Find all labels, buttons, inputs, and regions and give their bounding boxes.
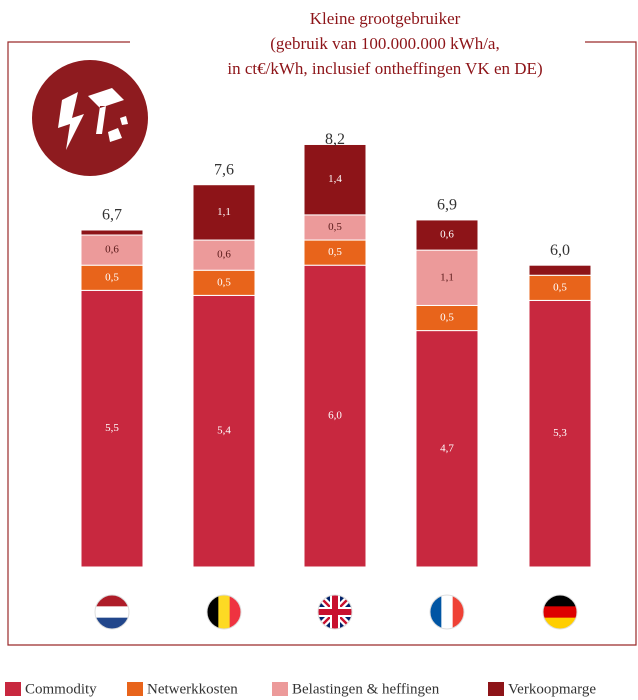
value-label: 1,4 xyxy=(328,173,342,185)
flag-fill xyxy=(543,595,577,629)
flag-border xyxy=(206,594,242,630)
legend-label: Verkoopmarge xyxy=(508,681,596,697)
value-label: 1,1 xyxy=(217,206,231,218)
value-label: 5,5 xyxy=(105,422,119,434)
flag-border xyxy=(317,594,353,630)
bar-segment xyxy=(303,143,367,216)
flag-part xyxy=(207,595,219,629)
value-label: 5,3 xyxy=(553,427,567,439)
bar-segment xyxy=(80,289,144,568)
flag-border xyxy=(542,594,578,630)
legend-swatch xyxy=(127,682,143,696)
legend-label: Commodity xyxy=(25,681,97,697)
legend-label: Belastingen & heffingen xyxy=(292,681,440,697)
flag-part xyxy=(441,595,454,629)
total-label: 6,9 xyxy=(437,197,457,214)
legend-swatch xyxy=(272,682,288,696)
flag-fill xyxy=(318,595,352,629)
total-label: 8,2 xyxy=(325,131,345,148)
value-label: 0,5 xyxy=(328,246,342,258)
bar-segment xyxy=(415,219,479,251)
bar-segment xyxy=(528,299,592,568)
bar-segment xyxy=(303,264,367,568)
flag-part xyxy=(95,617,129,629)
bar-segment xyxy=(303,214,367,241)
value-label: 0,6 xyxy=(217,249,231,261)
value-label: 0,5 xyxy=(553,281,567,293)
chart-subtitle: in ct€/kWh, inclusief ontheffingen VK en… xyxy=(227,59,542,78)
logo xyxy=(32,60,148,176)
value-label: 0,5 xyxy=(440,312,454,324)
chart-title: Kleine grootgebruiker xyxy=(310,9,461,28)
flag-part xyxy=(95,595,129,607)
flag xyxy=(94,594,130,630)
flag-part xyxy=(430,595,442,629)
bar-segment xyxy=(528,264,592,276)
legend-swatch xyxy=(488,682,504,696)
value-label: 0,6 xyxy=(105,244,119,256)
flag-fill xyxy=(207,595,241,629)
total-label: 6,0 xyxy=(550,242,570,259)
flag-part xyxy=(318,595,352,629)
frame xyxy=(7,41,637,646)
flag xyxy=(206,594,242,630)
bar-segment xyxy=(80,234,144,266)
value-label: 6,0 xyxy=(328,410,342,422)
flag-border xyxy=(94,594,130,630)
chart-subtitle: (gebruik van 100.000.000 kWh/a, xyxy=(270,34,499,53)
flag xyxy=(429,594,465,630)
bar-segment xyxy=(415,304,479,332)
flag xyxy=(317,594,353,630)
bar-segment xyxy=(80,229,144,236)
value-label: 0,5 xyxy=(328,221,342,233)
flag-part xyxy=(543,617,577,629)
value-label: 1,1 xyxy=(440,271,454,283)
flag-fill xyxy=(95,595,129,629)
flag-border xyxy=(429,594,465,630)
flag xyxy=(542,594,578,630)
bar-segment xyxy=(192,294,256,568)
bar-segment xyxy=(192,269,256,296)
bar-segment xyxy=(415,249,479,306)
flag-part xyxy=(543,606,577,619)
flag-part xyxy=(95,606,129,619)
value-label: 0,5 xyxy=(105,271,119,283)
value-label: 5,4 xyxy=(217,425,231,437)
value-label: 4,7 xyxy=(440,442,454,454)
flag-part xyxy=(452,595,464,629)
bar-segment xyxy=(192,184,256,241)
bar-segment xyxy=(528,274,592,301)
bar-segment xyxy=(415,330,479,568)
flag-part xyxy=(229,595,241,629)
total-label: 6,7 xyxy=(102,207,122,224)
total-label: 7,6 xyxy=(214,161,234,178)
flag-part xyxy=(543,595,577,607)
value-label: 0,5 xyxy=(217,276,231,288)
legend-label: Netwerkkosten xyxy=(147,681,238,697)
value-label: 0,6 xyxy=(440,229,454,241)
flag-part xyxy=(218,595,231,629)
bar-segment xyxy=(80,264,144,291)
flag-fill xyxy=(430,595,464,629)
legend-swatch xyxy=(5,682,21,696)
bar-segment xyxy=(192,239,256,271)
